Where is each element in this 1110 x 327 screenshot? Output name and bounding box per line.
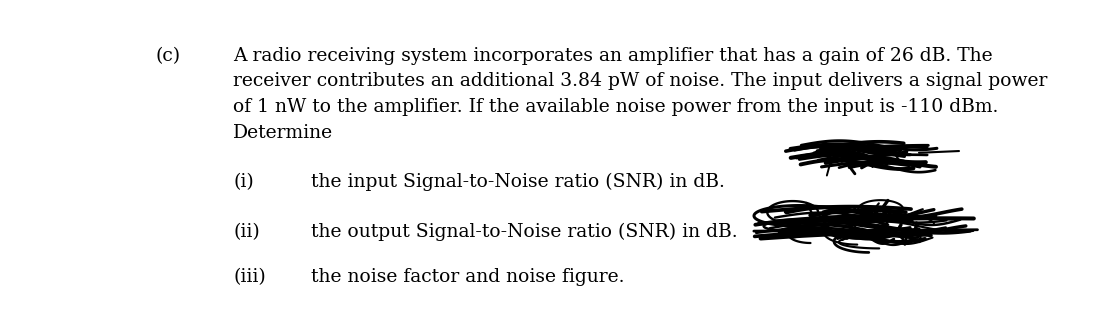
Text: the input Signal-to-Noise ratio (SNR) in dB.: the input Signal-to-Noise ratio (SNR) in… [311,173,725,191]
Text: (ii): (ii) [233,223,260,241]
Text: the output Signal-to-Noise ratio (SNR) in dB.: the output Signal-to-Noise ratio (SNR) i… [311,223,737,241]
Text: the noise factor and noise figure.: the noise factor and noise figure. [311,268,624,286]
Text: (iii): (iii) [233,268,266,286]
Text: (c): (c) [155,47,181,65]
Text: (i): (i) [233,173,254,191]
Text: A radio receiving system incorporates an amplifier that has a gain of 26 dB. The: A radio receiving system incorporates an… [233,47,1048,142]
